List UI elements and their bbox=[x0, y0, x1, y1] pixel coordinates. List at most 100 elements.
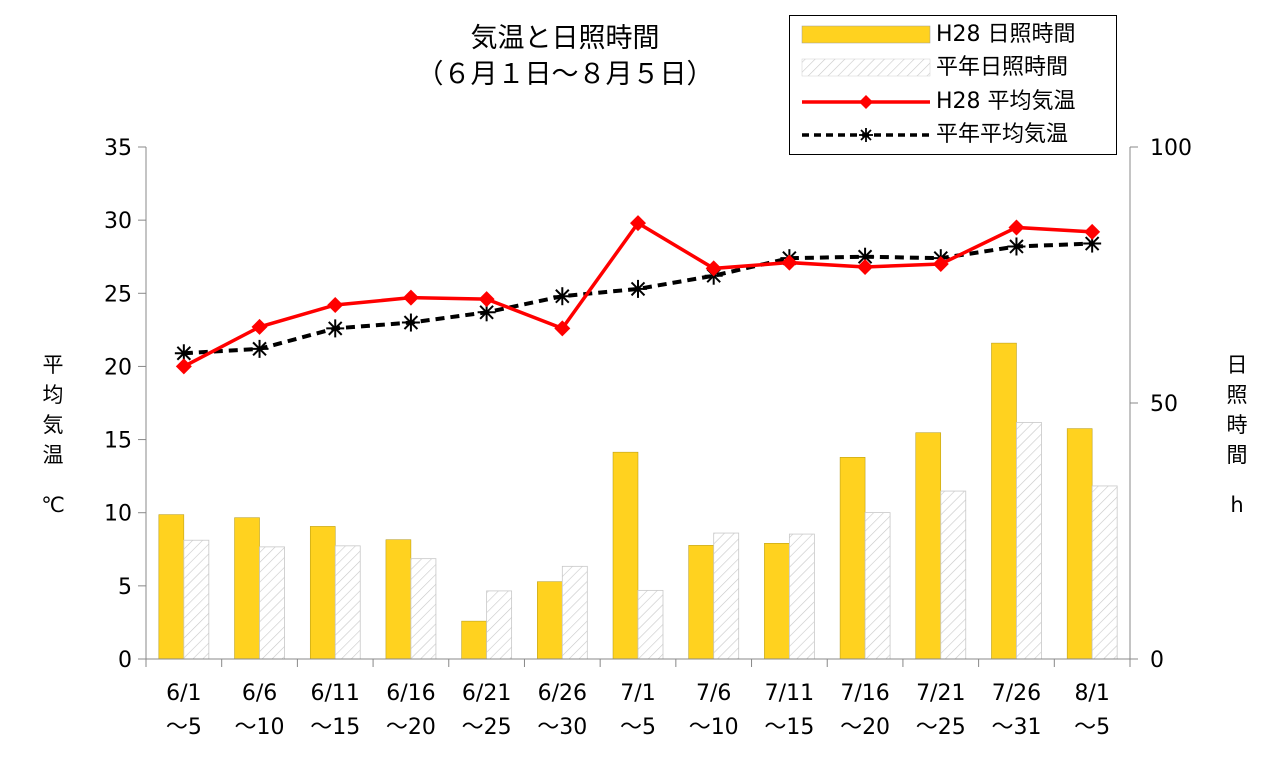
bar-h28-sunshine bbox=[309, 526, 336, 660]
left-axis-label-char: 平 bbox=[42, 353, 64, 377]
bar-h28-sunshine bbox=[537, 581, 563, 660]
chart-title-line-1: 気温と日照時間 bbox=[470, 23, 660, 54]
x-tick-label: ～15 bbox=[310, 715, 360, 740]
marker-normal-temp bbox=[250, 339, 269, 358]
marker-normal-temp bbox=[401, 313, 420, 332]
legend-item-normal-sunshine: 平年日照時間 bbox=[790, 54, 1116, 82]
legend-item-h28-temp: H28 平均気温 bbox=[790, 88, 1116, 116]
bar-normal-sunshine bbox=[940, 490, 967, 660]
right-axis-label-char: 照 bbox=[1226, 383, 1248, 407]
marker-normal-temp bbox=[856, 247, 875, 266]
marker-h28-temp bbox=[251, 318, 268, 335]
x-tick-label: ～15 bbox=[764, 715, 814, 740]
bar-h28-sunshine bbox=[234, 517, 260, 660]
right-axis-label: 日 照 時 間 h bbox=[1222, 350, 1252, 520]
chart-legend: H28 日照時間 平年日照時間 H28 平均気温 bbox=[789, 15, 1117, 155]
left-tick-label: 30 bbox=[104, 209, 132, 234]
x-tick-label: ～20 bbox=[386, 715, 436, 740]
bar-normal-sunshine bbox=[713, 532, 740, 660]
marker-normal-temp bbox=[1083, 234, 1102, 253]
bar-h28-sunshine bbox=[612, 451, 639, 660]
bar-normal-sunshine bbox=[410, 558, 437, 660]
marker-h28-temp bbox=[705, 260, 722, 277]
line-normal-temp bbox=[183, 241, 1093, 356]
x-tick-label: ～5 bbox=[620, 715, 656, 740]
bar-h28-sunshine bbox=[385, 539, 412, 660]
marker-h28-temp bbox=[402, 289, 419, 306]
x-tick-label: 6/26 bbox=[538, 681, 587, 706]
marker-normal-temp bbox=[629, 279, 647, 298]
marker-h28-temp bbox=[478, 291, 495, 308]
bar-h28-sunshine bbox=[461, 620, 487, 660]
bar-normal-sunshine bbox=[788, 533, 815, 660]
right-tick-label: 0 bbox=[1150, 648, 1164, 673]
legend-label: H28 平均気温 bbox=[936, 89, 1076, 114]
marker-h28-temp bbox=[1084, 223, 1101, 240]
marker-normal-temp bbox=[1007, 237, 1026, 256]
marker-h28-temp bbox=[932, 256, 949, 273]
legend-item-normal-temp: 平年平均気温 bbox=[790, 121, 1116, 149]
bar-normal-sunshine bbox=[259, 546, 285, 660]
x-tick-label: ～20 bbox=[840, 715, 890, 740]
left-axis-label-char: 気 bbox=[42, 413, 64, 437]
x-tick-label: ～10 bbox=[235, 715, 285, 740]
bar-normal-sunshine bbox=[1016, 422, 1042, 660]
legend-swatch-red-line bbox=[802, 95, 930, 109]
legend-swatch-yellow-bar bbox=[801, 25, 931, 44]
left-tick-label: 20 bbox=[104, 355, 132, 380]
left-tick-label: 15 bbox=[104, 429, 132, 454]
right-axis-label-char: 時 bbox=[1226, 413, 1248, 437]
marker-h28-temp bbox=[630, 215, 646, 232]
x-tick-label: 6/16 bbox=[386, 681, 435, 706]
x-tick-label: 8/1 bbox=[1074, 681, 1109, 706]
x-tick-label: ～25 bbox=[916, 715, 966, 740]
chart-title-line-2: （６月１日～８月５日） bbox=[416, 59, 714, 90]
bar-h28-sunshine bbox=[158, 514, 185, 660]
bar-normal-sunshine bbox=[334, 545, 361, 660]
marker-h28-temp bbox=[175, 358, 192, 375]
x-tick-label: 7/1 bbox=[620, 681, 655, 706]
left-tick-label: 25 bbox=[104, 282, 132, 307]
marker-normal-temp bbox=[326, 319, 345, 338]
right-tick-label: 100 bbox=[1150, 136, 1192, 161]
marker-normal-temp bbox=[174, 344, 193, 363]
bar-normal-sunshine bbox=[183, 539, 210, 660]
marker-h28-temp bbox=[1008, 219, 1025, 236]
x-tick-label: ～30 bbox=[537, 715, 587, 740]
x-tick-label: 6/21 bbox=[462, 681, 511, 706]
bar-h28-sunshine bbox=[991, 342, 1017, 660]
bar-normal-sunshine bbox=[637, 589, 664, 660]
legend-label: H28 日照時間 bbox=[936, 22, 1076, 47]
bar-h28-sunshine bbox=[764, 543, 790, 660]
x-tick-label: ～31 bbox=[991, 715, 1041, 740]
bar-h28-sunshine bbox=[915, 432, 942, 660]
right-tick-label: 50 bbox=[1150, 392, 1178, 417]
x-tick-label: 7/26 bbox=[992, 681, 1041, 706]
left-tick-label: 10 bbox=[104, 502, 132, 527]
legend-label: 平年日照時間 bbox=[936, 55, 1069, 80]
legend-swatch-dashed-line bbox=[802, 128, 930, 142]
bar-normal-sunshine bbox=[561, 565, 588, 660]
marker-normal-temp bbox=[553, 287, 572, 306]
legend-swatch-hatched-bar bbox=[801, 58, 931, 77]
legend-label: 平年平均気温 bbox=[936, 122, 1069, 147]
x-tick-label: ～5 bbox=[1074, 715, 1110, 740]
bar-normal-sunshine bbox=[1091, 485, 1118, 660]
marker-h28-temp bbox=[857, 258, 874, 275]
bar-h28-sunshine bbox=[839, 457, 866, 660]
marker-h28-temp bbox=[554, 320, 571, 337]
x-tick-label: ～5 bbox=[166, 715, 202, 740]
left-tick-label: 35 bbox=[104, 136, 132, 161]
x-tick-label: 6/11 bbox=[311, 681, 360, 706]
right-axis-label-char: 日 bbox=[1226, 353, 1248, 377]
left-tick-label: 0 bbox=[118, 648, 132, 673]
x-tick-label: 7/16 bbox=[840, 681, 889, 706]
x-tick-label: 7/6 bbox=[696, 681, 731, 706]
x-tick-label: 6/6 bbox=[242, 681, 277, 706]
bar-h28-sunshine bbox=[1066, 428, 1093, 660]
marker-h28-temp bbox=[327, 296, 344, 313]
legend-item-h28-sunshine: H28 日照時間 bbox=[790, 21, 1116, 49]
x-tick-label: ～25 bbox=[462, 715, 512, 740]
